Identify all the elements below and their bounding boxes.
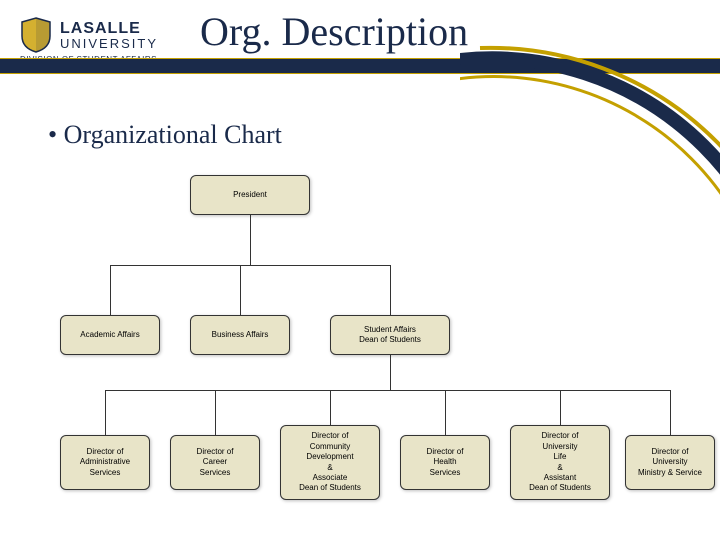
- org-chart: President Academic Affairs Business Affair…: [0, 170, 720, 510]
- org-node-community: Director ofCommunityDevelopment&Associat…: [280, 425, 380, 500]
- org-node-business: Business Affairs: [190, 315, 290, 355]
- section-heading: • Organizational Chart: [48, 120, 282, 150]
- org-node-univlife: Director ofUniversityLife&AssistantDean …: [510, 425, 610, 500]
- connector: [330, 390, 331, 425]
- org-node-health: Director ofHealthServices: [400, 435, 490, 490]
- header-bar: [0, 58, 720, 74]
- connector: [215, 390, 216, 435]
- org-node-academic: Academic Affairs: [60, 315, 160, 355]
- connector: [240, 265, 241, 315]
- org-node-president: President: [190, 175, 310, 215]
- page-title: Org. Description: [200, 8, 468, 55]
- logo-line1: LASALLE: [60, 21, 158, 37]
- connector: [110, 265, 111, 315]
- connector: [110, 265, 390, 266]
- connector: [670, 390, 671, 435]
- connector: [105, 390, 106, 435]
- org-node-career: Director ofCareerServices: [170, 435, 260, 490]
- connector: [390, 265, 391, 315]
- connector: [560, 390, 561, 425]
- shield-icon: [20, 16, 52, 54]
- connector: [390, 355, 391, 390]
- logo: LASALLE UNIVERSITY: [20, 16, 158, 54]
- connector: [105, 390, 670, 391]
- org-node-studentaffairs: Student AffairsDean of Students: [330, 315, 450, 355]
- connector: [250, 215, 251, 265]
- org-node-ministry: Director ofUniversityMinistry & Service: [625, 435, 715, 490]
- connector: [445, 390, 446, 435]
- org-node-admin: Director ofAdministrativeServices: [60, 435, 150, 490]
- logo-text: LASALLE UNIVERSITY: [60, 21, 158, 50]
- logo-line2: UNIVERSITY: [60, 37, 158, 50]
